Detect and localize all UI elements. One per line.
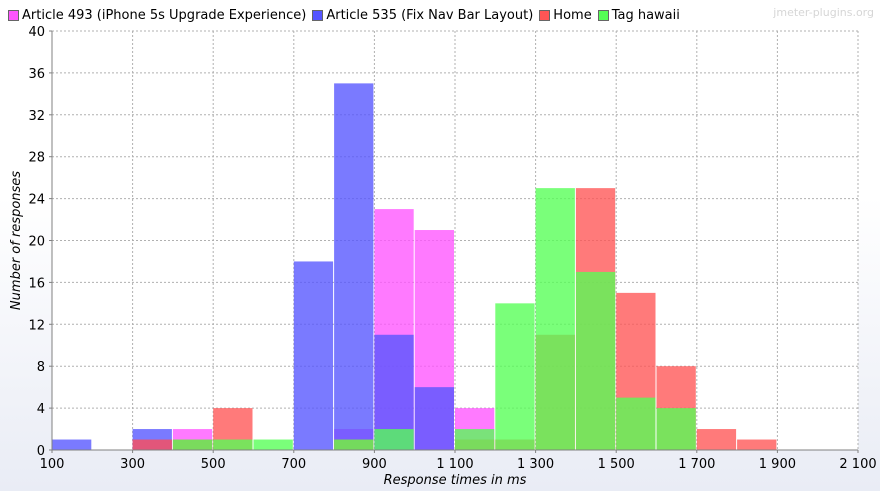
x-axis-title: Response times in ms: [384, 473, 527, 488]
bar: [535, 188, 575, 450]
bar: [414, 387, 454, 450]
y-tick-label: 40: [28, 25, 45, 40]
y-tick-label: 20: [28, 235, 45, 250]
bar: [334, 439, 374, 450]
bar: [132, 439, 172, 450]
y-tick-label: 12: [28, 318, 45, 333]
y-tick-labels: 0 4 8 12 16 20 24 28 32 36 40: [28, 25, 52, 459]
bar: [334, 83, 374, 450]
x-tick-label: 1 300: [517, 457, 554, 472]
x-tick-label: 100: [40, 457, 65, 472]
watermark: jmeter-plugins.org: [773, 6, 874, 19]
bar: [374, 429, 414, 450]
x-tick-label: 2 100: [839, 457, 876, 472]
bar: [293, 261, 334, 450]
legend-swatch: [8, 9, 19, 21]
legend-item: Home: [539, 7, 592, 23]
x-tick-labels: 100 300 500 700 900 1 100 1 300 1 500 1 700 1 900…: [40, 450, 877, 472]
y-tick-label: 0: [37, 444, 45, 459]
legend-swatch: [597, 9, 609, 21]
legend-swatch: [539, 9, 551, 21]
bar: [616, 397, 656, 450]
bar: [253, 439, 293, 450]
y-tick-label: 8: [37, 360, 45, 375]
bar: [495, 303, 535, 450]
x-tick-label: 700: [281, 457, 306, 472]
bars: [52, 83, 777, 450]
x-tick-label: 1 700: [678, 457, 715, 472]
legend-item: Article 535 (Fix Nav Bar Layout): [312, 8, 533, 23]
y-tick-label: 28: [28, 151, 45, 166]
legend-label: Home: [553, 7, 592, 23]
x-tick-label: 300: [120, 457, 145, 472]
bar: [213, 439, 253, 450]
y-tick-label: 4: [37, 402, 45, 417]
y-tick-label: 24: [28, 193, 45, 208]
legend-item: Article 493 (iPhone 5s Upgrade Experienc…: [8, 8, 306, 23]
bar: [656, 408, 696, 450]
y-tick-label: 36: [28, 67, 45, 82]
bar: [696, 429, 737, 450]
x-tick-label: 500: [201, 457, 226, 472]
x-tick-label: 900: [362, 457, 387, 472]
legend-item: Tag hawaii: [597, 7, 680, 23]
bar: [737, 439, 777, 450]
y-tick-label: 16: [28, 276, 45, 291]
y-axis-title: Number of responses: [9, 171, 24, 310]
bar: [455, 429, 495, 450]
x-tick-label: 1 500: [598, 457, 635, 472]
y-tick-label: 32: [28, 109, 45, 124]
bar: [172, 439, 213, 450]
legend-label: Article 535 (Fix Nav Bar Layout): [326, 7, 534, 23]
legend-label: Tag hawaii: [611, 7, 680, 23]
bar: [52, 439, 92, 450]
legend-label: Article 493 (iPhone 5s Upgrade Experienc…: [22, 7, 307, 23]
x-tick-label: 1 900: [759, 457, 796, 472]
legend-swatch: [312, 9, 324, 21]
bar: [575, 271, 616, 450]
x-tick-label: 1 100: [436, 457, 473, 472]
legend: Article 493 (iPhone 5s Upgrade Experienc…: [8, 5, 680, 25]
